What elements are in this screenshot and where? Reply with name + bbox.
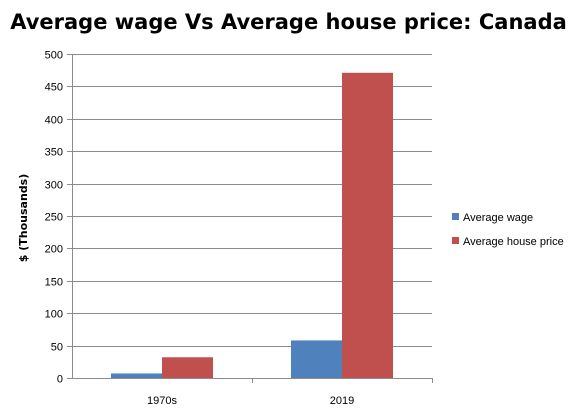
legend-label: Average house price <box>463 236 564 248</box>
y-tick-label: 50 <box>51 342 63 354</box>
bar-average-house-price-2019 <box>342 72 393 379</box>
legend-swatch <box>452 213 459 220</box>
y-tick-label: 450 <box>45 82 63 94</box>
y-tick-label: 350 <box>45 147 63 159</box>
y-tick-label: 400 <box>45 115 63 127</box>
y-tick-labels: 0 50 100 150 200 250 300 350 400 450 500 <box>45 50 63 386</box>
x-tick-label: 1970s <box>147 395 177 407</box>
y-tick-label: 0 <box>57 374 63 386</box>
y-tick-label: 150 <box>45 277 63 289</box>
y-tick-label: 300 <box>45 180 63 192</box>
chart-title: Average wage Vs Average house price: Can… <box>10 10 567 34</box>
legend-label: Average wage <box>463 212 533 224</box>
y-tick-label: 500 <box>45 50 63 62</box>
x-tick-labels: 1970s 2019 <box>147 395 354 407</box>
bar-average-wage-2019 <box>291 340 342 378</box>
y-tick-label: 250 <box>45 212 63 224</box>
axes <box>67 54 433 383</box>
y-tick-label: 200 <box>45 244 63 256</box>
bar-average-house-price-1970s <box>162 357 213 378</box>
legend-swatch <box>452 237 459 244</box>
y-tick-label: 100 <box>45 309 63 321</box>
y-axis-title: $ (Thousands) <box>17 174 30 262</box>
bars <box>111 72 393 379</box>
legend: Average wage Average house price <box>452 212 564 248</box>
bar-average-wage-1970s <box>111 373 162 378</box>
x-tick-label: 2019 <box>330 395 354 407</box>
